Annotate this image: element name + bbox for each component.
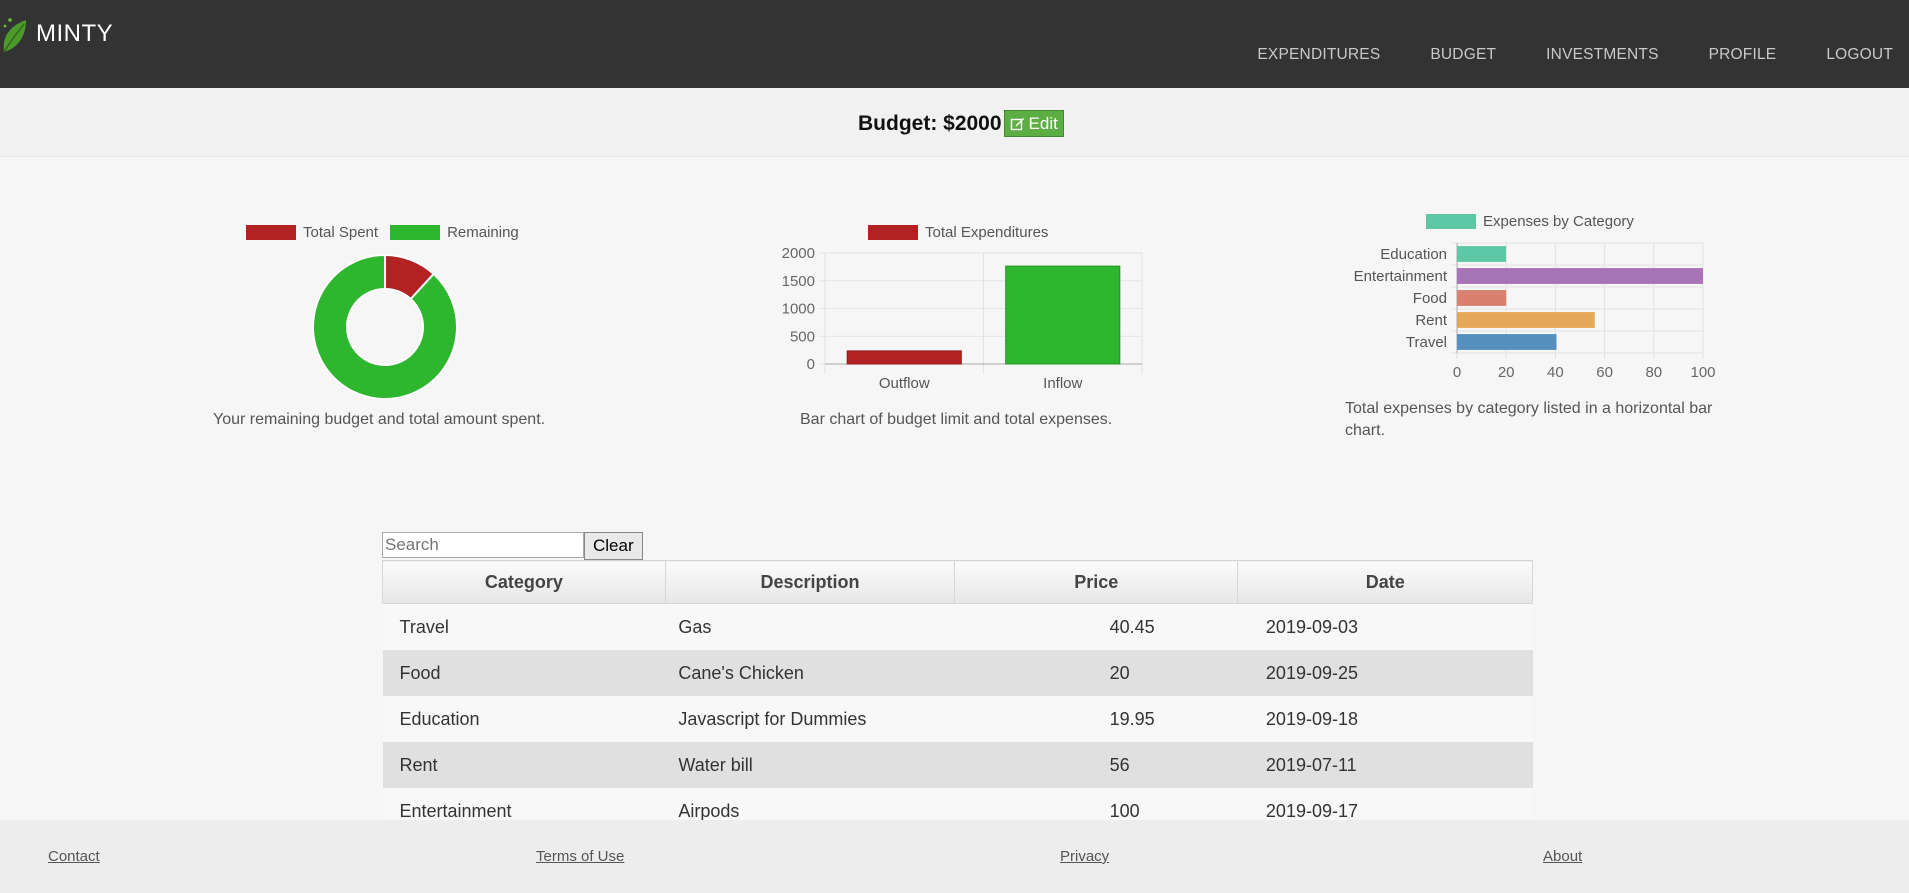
legend-swatch-remaining — [390, 225, 441, 240]
bar[interactable] — [1457, 268, 1703, 284]
x-tick-label: Inflow — [1043, 375, 1082, 392]
x-tick-label: 60 — [1596, 364, 1613, 381]
x-tick-label: 40 — [1547, 364, 1564, 381]
legend-label-expenditures: Total Expenditures — [925, 224, 1049, 241]
budget-amount: Budget: $2000 — [858, 111, 1002, 135]
hbar-caption: Total expenses by category listed in a h… — [1345, 398, 1712, 442]
y-tick-label: 1000 — [782, 301, 815, 318]
table-header-row: Category Description Price Date — [382, 560, 1533, 604]
header-category[interactable]: Category — [382, 560, 666, 604]
bar[interactable] — [1457, 246, 1507, 262]
hbar-caption-line2: chart. — [1345, 422, 1386, 439]
hbar-chart: Expenses by Category 0 20 40 60 80 100 Educati… — [1330, 208, 1730, 388]
cell-date: 2019-09-18 — [1237, 696, 1533, 742]
nav-budget[interactable]: BUDGET — [1430, 46, 1497, 63]
legend-label-category: Expenses by Category — [1483, 213, 1634, 230]
bar-svg: 0 500 1000 1500 2000 Outflow Inflow — [782, 245, 1143, 392]
table-row[interactable]: Education Javascript for Dummies 19.95 2… — [382, 696, 1533, 742]
y-tick-label: Food — [1413, 290, 1447, 307]
cell-description: Gas — [665, 603, 955, 650]
y-tick-label: Entertainment — [1354, 268, 1448, 285]
table-row[interactable]: Travel Gas 40.45 2019-09-03 — [382, 603, 1533, 650]
footer-link-about[interactable]: About — [1543, 848, 1583, 865]
x-tick-label: 80 — [1645, 364, 1662, 381]
cell-price: 19.95 — [954, 696, 1238, 742]
cell-price: 40.45 — [954, 603, 1238, 650]
top-navbar: MINTY EXPENDITURES BUDGET INVESTMENTS PR… — [0, 0, 1909, 88]
clear-button[interactable]: Clear — [584, 532, 643, 560]
nav-investments[interactable]: INVESTMENTS — [1546, 46, 1659, 63]
header-price[interactable]: Price — [954, 560, 1239, 604]
cell-date: 2019-09-25 — [1237, 650, 1533, 696]
edit-icon — [1010, 118, 1024, 131]
nav-profile[interactable]: PROFILE — [1708, 46, 1777, 63]
search-row: Clear — [382, 532, 643, 560]
search-input[interactable] — [382, 532, 584, 558]
cell-description: Cane's Chicken — [665, 650, 955, 696]
header-description[interactable]: Description — [664, 560, 956, 604]
legend-label-spent: Total Spent — [303, 224, 379, 241]
doughnut-svg — [312, 253, 458, 400]
footer-link-terms[interactable]: Terms of Use — [536, 848, 625, 865]
y-tick-label: Education — [1380, 246, 1447, 263]
bar-chart: Total Expenditures 0 500 1000 1500 2000 Outfl… — [780, 218, 1150, 398]
main-nav: EXPENDITURES BUDGET INVESTMENTS PROFILE … — [1257, 46, 1909, 64]
bar[interactable] — [846, 350, 962, 365]
nav-expenditures[interactable]: EXPENDITURES — [1257, 46, 1381, 63]
y-tick-label: Rent — [1415, 312, 1448, 329]
x-tick-label: 100 — [1690, 364, 1715, 381]
footer: Contact Terms of Use Privacy About — [0, 820, 1909, 893]
cell-date: 2019-09-03 — [1237, 603, 1533, 650]
cell-category: Rent — [382, 742, 666, 788]
hbar-caption-line1: Total expenses by category listed in a h… — [1345, 400, 1713, 417]
legend-swatch-category — [1426, 214, 1476, 229]
y-tick-label: 2000 — [782, 245, 815, 262]
edit-label: Edit — [1028, 113, 1058, 133]
table-row[interactable]: Rent Water bill 56 2019-07-11 — [382, 742, 1533, 788]
bar[interactable] — [1457, 312, 1595, 328]
cell-price: 20 — [954, 650, 1238, 696]
legend-label-remaining: Remaining — [447, 224, 519, 241]
doughnut-caption: Your remaining budget and total amount s… — [213, 411, 546, 428]
cell-category: Travel — [382, 603, 666, 650]
x-tick-label: 20 — [1498, 364, 1515, 381]
y-tick-label: 0 — [807, 356, 815, 373]
bar[interactable] — [1457, 290, 1507, 306]
expenses-table: Category Description Price Date Travel G… — [382, 560, 1533, 834]
doughnut-chart: Total Spent Remaining — [240, 218, 540, 408]
footer-link-contact[interactable]: Contact — [48, 848, 100, 865]
doughnut-slice[interactable] — [312, 253, 458, 400]
y-tick-label: 1500 — [782, 273, 815, 290]
bar[interactable] — [1457, 334, 1557, 350]
header-date[interactable]: Date — [1237, 560, 1533, 604]
bar-caption: Bar chart of budget limit and total expe… — [800, 411, 1113, 428]
bar[interactable] — [1005, 265, 1121, 365]
x-tick-label: 0 — [1453, 364, 1461, 381]
y-tick-label: Travel — [1406, 334, 1447, 351]
cell-price: 56 — [954, 742, 1238, 788]
hbar-legend: Expenses by Category — [1426, 213, 1634, 230]
y-tick-label: 500 — [790, 328, 815, 345]
cell-date: 2019-07-11 — [1237, 742, 1533, 788]
hbar-svg: 0 20 40 60 80 100 Education Entertainment Food Re… — [1354, 242, 1716, 381]
edit-budget-button[interactable]: Edit — [1003, 110, 1064, 137]
legend-swatch-expenditures — [868, 225, 918, 240]
legend-swatch-spent — [246, 225, 296, 240]
cell-category: Education — [382, 696, 666, 742]
table-row[interactable]: Food Cane's Chicken 20 2019-09-25 — [382, 650, 1533, 696]
bar-legend: Total Expenditures — [868, 224, 1048, 241]
footer-link-privacy[interactable]: Privacy — [1060, 848, 1110, 865]
cell-description: Water bill — [665, 742, 955, 788]
cell-category: Food — [382, 650, 666, 696]
leaf-icon — [3, 18, 26, 53]
nav-logout[interactable]: LOGOUT — [1826, 46, 1893, 63]
doughnut-legend: Total Spent Remaining — [246, 224, 519, 241]
budget-bar: Budget: $2000 Edit — [0, 88, 1909, 157]
cell-description: Javascript for Dummies — [665, 696, 955, 742]
brand-name: MINTY — [36, 20, 114, 47]
x-tick-label: Outflow — [879, 375, 930, 392]
brand-logo[interactable]: MINTY — [0, 14, 113, 54]
